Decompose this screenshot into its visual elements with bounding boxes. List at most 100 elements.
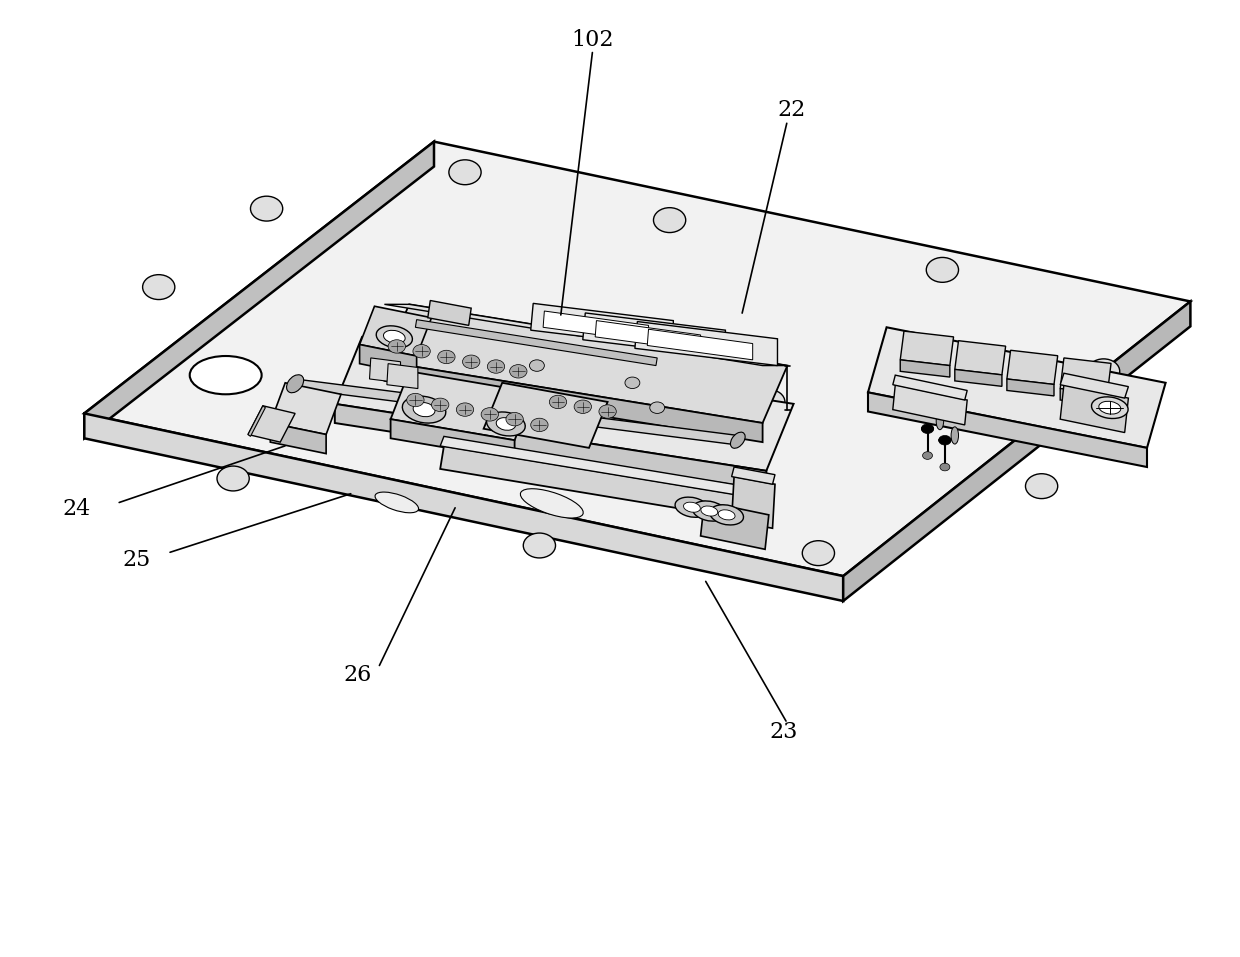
Polygon shape <box>900 360 950 377</box>
Polygon shape <box>428 300 471 325</box>
Polygon shape <box>415 320 657 366</box>
Polygon shape <box>647 329 753 360</box>
Ellipse shape <box>286 375 304 392</box>
Circle shape <box>531 418 548 432</box>
Circle shape <box>217 466 249 491</box>
Circle shape <box>510 365 527 378</box>
Circle shape <box>940 463 950 471</box>
Circle shape <box>921 424 934 434</box>
Ellipse shape <box>683 502 701 512</box>
Circle shape <box>753 389 785 414</box>
Polygon shape <box>893 385 967 425</box>
Ellipse shape <box>709 504 744 525</box>
Ellipse shape <box>376 325 413 348</box>
Ellipse shape <box>692 501 727 522</box>
Circle shape <box>523 533 556 558</box>
Ellipse shape <box>413 403 435 416</box>
Ellipse shape <box>939 436 951 444</box>
Text: 26: 26 <box>343 664 371 685</box>
Polygon shape <box>531 303 673 347</box>
Polygon shape <box>270 423 326 454</box>
Circle shape <box>802 541 835 566</box>
Polygon shape <box>1007 350 1058 385</box>
Circle shape <box>1087 359 1120 384</box>
Polygon shape <box>1060 385 1128 433</box>
Ellipse shape <box>486 412 526 436</box>
Ellipse shape <box>675 497 709 518</box>
Circle shape <box>250 196 283 221</box>
Polygon shape <box>384 304 787 423</box>
Polygon shape <box>635 322 777 366</box>
Polygon shape <box>1060 389 1107 406</box>
Circle shape <box>432 398 449 412</box>
Circle shape <box>407 393 424 407</box>
Polygon shape <box>248 406 265 436</box>
Polygon shape <box>955 341 1006 375</box>
Polygon shape <box>270 383 341 434</box>
Circle shape <box>549 395 567 409</box>
Polygon shape <box>900 331 954 366</box>
Polygon shape <box>868 327 1166 448</box>
Text: 22: 22 <box>777 100 805 121</box>
Polygon shape <box>391 419 515 459</box>
Circle shape <box>599 405 616 418</box>
Circle shape <box>438 350 455 364</box>
Circle shape <box>449 160 481 185</box>
Ellipse shape <box>921 425 934 433</box>
Polygon shape <box>543 311 649 342</box>
Polygon shape <box>384 304 787 366</box>
Polygon shape <box>440 446 756 521</box>
Polygon shape <box>843 301 1190 601</box>
Polygon shape <box>335 337 794 471</box>
Polygon shape <box>1007 379 1054 396</box>
Circle shape <box>487 360 505 373</box>
Polygon shape <box>732 467 775 484</box>
Circle shape <box>926 257 959 282</box>
Text: 24: 24 <box>63 499 91 520</box>
Circle shape <box>506 412 523 426</box>
Polygon shape <box>440 436 756 498</box>
Circle shape <box>653 208 686 233</box>
Polygon shape <box>360 306 432 356</box>
Circle shape <box>456 403 474 416</box>
Circle shape <box>388 340 405 353</box>
Circle shape <box>143 275 175 300</box>
Polygon shape <box>1060 358 1111 394</box>
Circle shape <box>923 452 932 459</box>
Ellipse shape <box>951 427 959 444</box>
Circle shape <box>625 377 640 389</box>
Circle shape <box>939 435 951 445</box>
Polygon shape <box>84 142 434 438</box>
Ellipse shape <box>701 506 718 516</box>
Polygon shape <box>595 321 701 351</box>
Polygon shape <box>84 142 1190 576</box>
Circle shape <box>463 355 480 368</box>
Polygon shape <box>84 413 843 601</box>
Ellipse shape <box>374 492 419 513</box>
Polygon shape <box>360 345 417 375</box>
Ellipse shape <box>521 489 583 518</box>
Circle shape <box>574 400 591 413</box>
Ellipse shape <box>190 356 262 394</box>
Polygon shape <box>893 375 967 400</box>
Polygon shape <box>295 379 738 445</box>
Polygon shape <box>868 392 1147 467</box>
Circle shape <box>1025 474 1058 499</box>
Text: 25: 25 <box>123 549 150 570</box>
Circle shape <box>413 345 430 358</box>
Ellipse shape <box>402 396 446 423</box>
Polygon shape <box>391 371 533 440</box>
Polygon shape <box>701 501 769 549</box>
Ellipse shape <box>718 510 735 520</box>
Polygon shape <box>370 358 401 383</box>
Polygon shape <box>732 477 775 528</box>
Ellipse shape <box>1091 397 1128 418</box>
Polygon shape <box>1060 373 1128 398</box>
Polygon shape <box>384 362 763 442</box>
Polygon shape <box>583 313 725 357</box>
Ellipse shape <box>936 412 944 430</box>
Text: 23: 23 <box>770 722 797 743</box>
Circle shape <box>650 402 665 413</box>
Circle shape <box>481 408 498 421</box>
Ellipse shape <box>383 330 405 344</box>
